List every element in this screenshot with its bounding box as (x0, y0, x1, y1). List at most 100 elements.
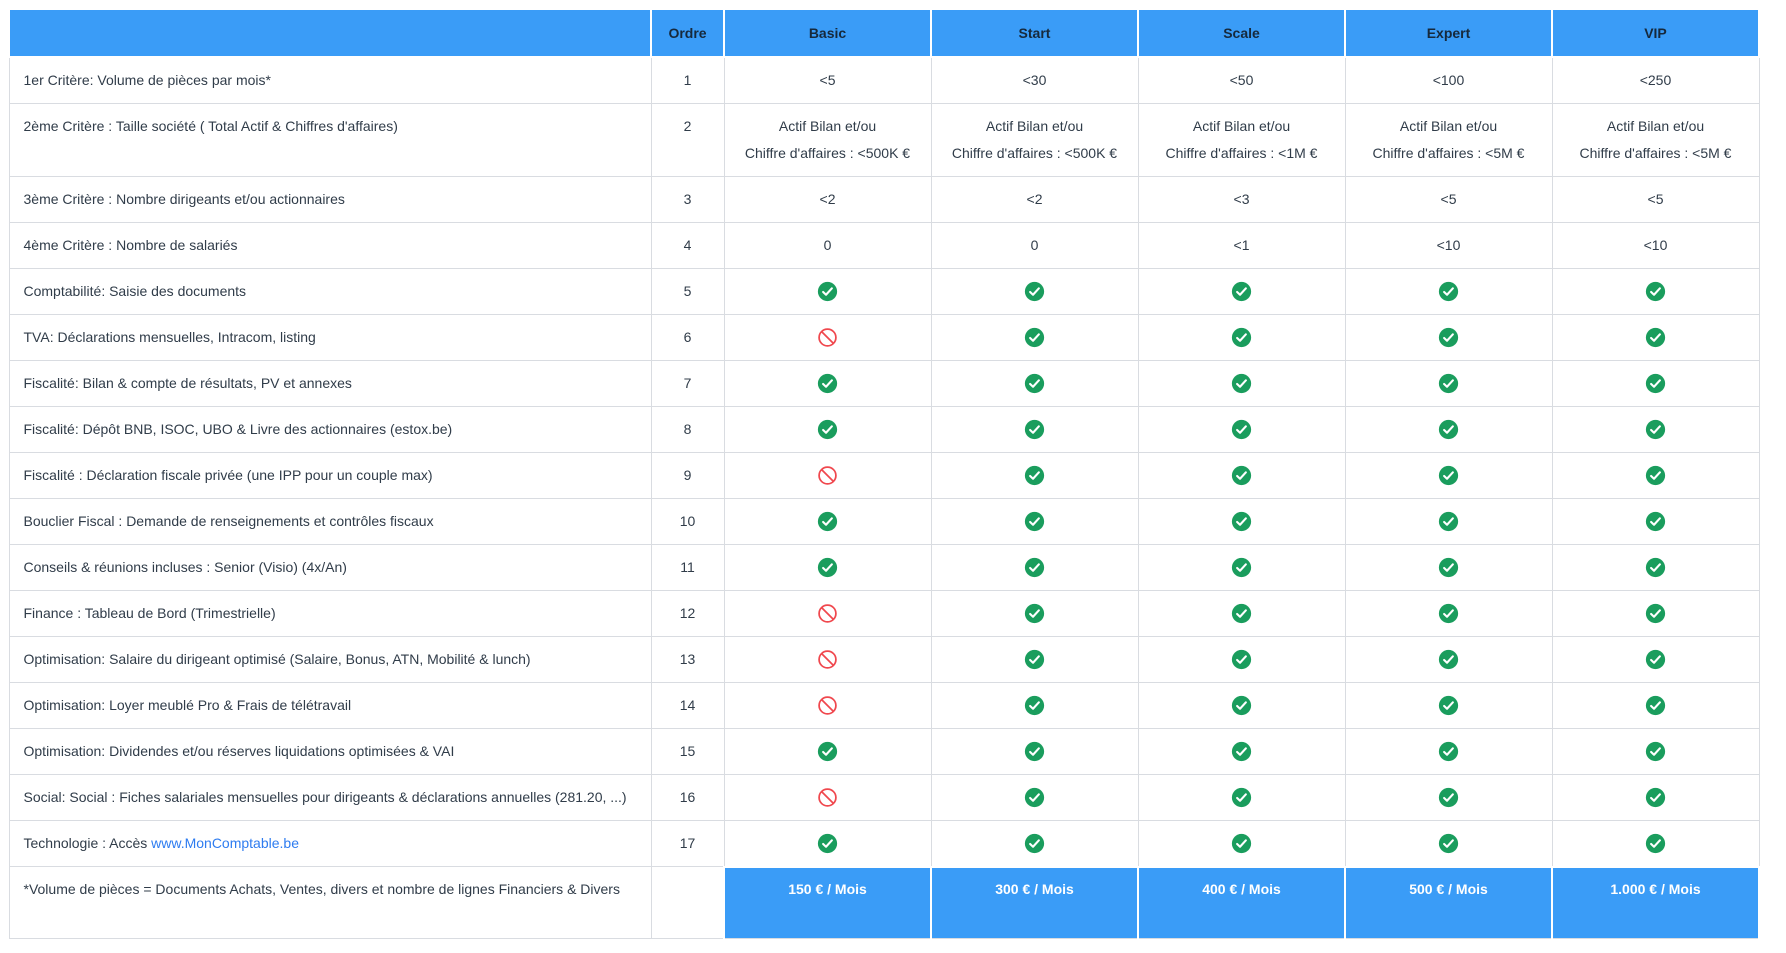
plan-status-cell (1137, 590, 1346, 637)
plan-status-cell (1344, 544, 1553, 591)
plan-status-cell (1344, 590, 1553, 637)
header-row: Ordre Basic Start Scale Expert VIP (8, 8, 1760, 58)
plan-value-cell: <30 (930, 56, 1139, 104)
ordre-cell: 14 (650, 682, 725, 729)
table-row: Fiscalité: Bilan & compte de résultats, … (8, 360, 1760, 407)
plan-status-cell (723, 682, 932, 729)
check-circle-icon (1438, 511, 1459, 531)
plan-status-cell (1551, 774, 1760, 821)
check-circle-icon (1645, 465, 1666, 485)
plan-value-cell: <1 (1137, 222, 1346, 269)
plan-status-cell (1137, 820, 1346, 867)
check-circle-icon (1438, 419, 1459, 439)
no-entry-icon (817, 328, 838, 347)
check-circle-icon (1024, 695, 1045, 715)
plan-status-cell (930, 774, 1139, 821)
check-circle-icon (1231, 465, 1252, 485)
check-circle-icon (1645, 419, 1666, 439)
table-row: Conseils & réunions incluses : Senior (V… (8, 544, 1760, 591)
plan-value-line: Actif Bilan et/ou (778, 118, 877, 134)
plan-status-cell (723, 774, 932, 821)
feature-label-cell: Bouclier Fiscal : Demande de renseigneme… (8, 498, 652, 545)
plan-value-cell: Actif Bilan et/ou Chiffre d'affaires : <5… (723, 103, 932, 177)
check-circle-icon (1645, 833, 1666, 853)
ordre-cell: 11 (650, 544, 725, 591)
plan-status-cell (1551, 406, 1760, 453)
table-row: Bouclier Fiscal : Demande de renseigneme… (8, 498, 1760, 545)
check-circle-icon (817, 511, 838, 531)
check-circle-icon (1231, 557, 1252, 577)
plan-value-cell: <100 (1344, 56, 1553, 104)
table-row: Comptabilité: Saisie des documents 5 (8, 268, 1760, 315)
feature-label-cell: 1er Critère: Volume de pièces par mois* (8, 56, 652, 104)
ordre-cell: 1 (650, 56, 725, 104)
check-circle-icon (817, 741, 838, 761)
price-cell: 150 € / Mois (723, 865, 932, 939)
plan-status-cell (723, 498, 932, 545)
check-circle-icon (1645, 603, 1666, 623)
check-circle-icon (1438, 833, 1459, 853)
check-circle-icon (1024, 557, 1045, 577)
plan-status-cell (1551, 636, 1760, 683)
plan-status-cell (1551, 590, 1760, 637)
ordre-cell: 6 (650, 314, 725, 361)
moncomptable-link[interactable]: www.MonComptable.be (151, 835, 299, 851)
ordre-cell: 9 (650, 452, 725, 499)
check-circle-icon (1231, 741, 1252, 761)
column-header-ordre: Ordre (650, 8, 725, 58)
check-circle-icon (1231, 373, 1252, 393)
plan-status-cell (930, 360, 1139, 407)
plan-value-cell: <250 (1551, 56, 1760, 104)
check-circle-icon (1231, 833, 1252, 853)
feature-label-text: Technologie : Accès (23, 835, 152, 851)
plan-status-cell (1344, 314, 1553, 361)
plan-status-cell (1137, 314, 1346, 361)
plan-status-cell (723, 406, 932, 453)
ordre-cell (650, 866, 725, 939)
footnote-cell: *Volume de pièces = Documents Achats, Ve… (8, 866, 652, 939)
feature-label-cell: Conseils & réunions incluses : Senior (V… (8, 544, 652, 591)
plan-status-cell (1137, 636, 1346, 683)
plan-status-cell (930, 406, 1139, 453)
check-circle-icon (1024, 281, 1045, 301)
price-cell: 300 € / Mois (930, 865, 1139, 939)
plan-value-line: Chiffre d'affaires : <1M € (1165, 145, 1318, 161)
plan-status-cell (1137, 682, 1346, 729)
table-row: Technologie : Accès www.MonComptable.be 1… (8, 820, 1760, 867)
check-circle-icon (1024, 649, 1045, 669)
table-row: 4ème Critère : Nombre de salariés 4 0 0 <1 <1… (8, 222, 1760, 269)
feature-label-cell: Fiscalité: Dépôt BNB, ISOC, UBO & Livre … (8, 406, 652, 453)
plan-value-line: Chiffre d'affaires : <500K € (744, 145, 911, 161)
price-cell: 1.000 € / Mois (1551, 865, 1760, 939)
plan-status-cell (1551, 498, 1760, 545)
ordre-cell: 2 (650, 103, 725, 177)
plan-status-cell (930, 820, 1139, 867)
check-circle-icon (1438, 465, 1459, 485)
feature-label-cell: Fiscalité: Bilan & compte de résultats, … (8, 360, 652, 407)
check-circle-icon (1231, 511, 1252, 531)
ordre-cell: 12 (650, 590, 725, 637)
plan-status-cell (723, 636, 932, 683)
check-circle-icon (1645, 741, 1666, 761)
plan-status-cell (930, 728, 1139, 775)
check-circle-icon (1438, 281, 1459, 301)
plan-value-cell: 0 (723, 222, 932, 269)
ordre-cell: 16 (650, 774, 725, 821)
table-row: Optimisation: Dividendes et/ou réserves … (8, 728, 1760, 775)
plan-value-cell: <5 (1551, 176, 1760, 223)
check-circle-icon (1645, 695, 1666, 715)
check-circle-icon (1231, 327, 1252, 347)
ordre-cell: 4 (650, 222, 725, 269)
no-entry-icon (817, 466, 838, 485)
column-header-features (8, 8, 652, 58)
feature-label-cell: Optimisation: Salaire du dirigeant optim… (8, 636, 652, 683)
check-circle-icon (817, 833, 838, 853)
plan-status-cell (1551, 728, 1760, 775)
plan-value-cell: 0 (930, 222, 1139, 269)
check-circle-icon (1438, 695, 1459, 715)
plan-status-cell (1344, 406, 1553, 453)
check-circle-icon (1645, 511, 1666, 531)
check-circle-icon (1438, 373, 1459, 393)
check-circle-icon (1024, 741, 1045, 761)
plan-value-cell: Actif Bilan et/ou Chiffre d'affaires : <1… (1137, 103, 1346, 177)
